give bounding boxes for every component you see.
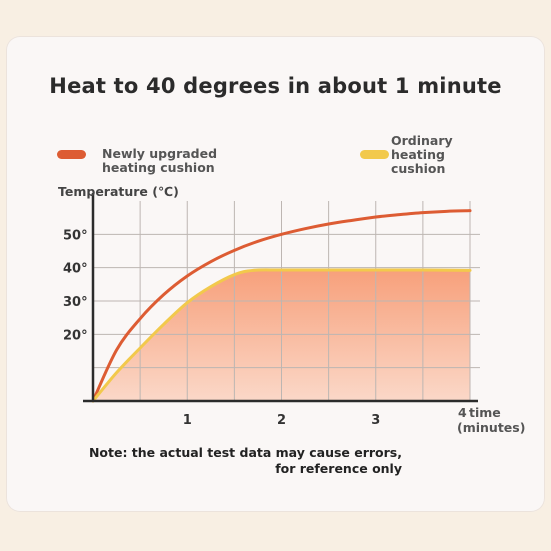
legend-label-upgraded: Newly upgraded heating cushion xyxy=(102,146,218,175)
y-tick-label: 30° xyxy=(63,295,88,310)
x-axis-label-time: time (minutes) xyxy=(457,405,525,435)
legend-swatch-ordinary xyxy=(360,150,389,159)
x-tick-label: 3 xyxy=(371,413,380,428)
x-axis-label-number: 4 xyxy=(458,405,467,420)
y-axis-label: Temperature (℃) xyxy=(58,184,179,199)
legend-label-ordinary: Ordinary heating cushion xyxy=(391,133,453,176)
legend-item-upgraded: Newly upgraded heating cushion xyxy=(57,147,272,175)
legend-item-ordinary: Ordinary heating cushion xyxy=(360,134,471,176)
y-tick-label: 50° xyxy=(63,228,88,243)
chart-note: Note: the actual test data may cause err… xyxy=(88,445,402,476)
x-tick-label: 1 xyxy=(183,413,192,428)
y-tick-label: 20° xyxy=(63,328,88,343)
chart-title: Heat to 40 degrees in about 1 minute xyxy=(49,74,502,98)
x-tick-label: 2 xyxy=(277,413,286,428)
y-tick-label: 40° xyxy=(63,262,88,277)
series-line-upgraded xyxy=(91,209,472,403)
legend-swatch-upgraded xyxy=(57,150,86,159)
series-line-ordinary xyxy=(91,268,472,403)
